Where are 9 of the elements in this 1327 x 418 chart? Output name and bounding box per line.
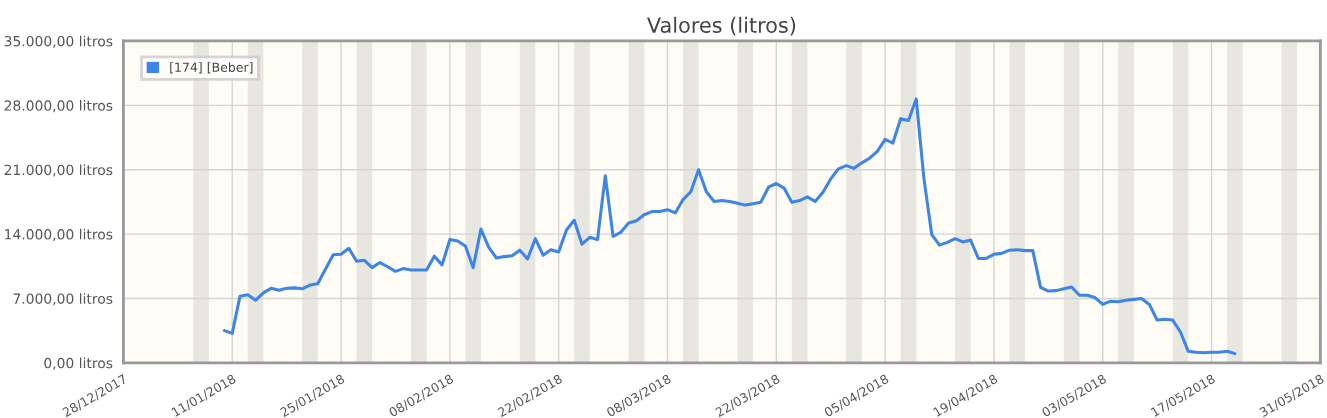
y-tick-label: 35.000,00 litros <box>4 35 113 48</box>
y-tick-label: 21.000,00 litros <box>4 164 113 177</box>
chart-title: Valores (litros) <box>647 16 796 36</box>
y-tick-label: 14.000,00 litros <box>5 228 113 241</box>
legend-label: [174] [Beber] <box>170 62 253 74</box>
y-tick-label: 0,00 litros <box>44 357 113 370</box>
y-tick-label: 28.000,00 litros <box>4 100 113 113</box>
line-series <box>222 97 1237 356</box>
y-tick-label: 7.000,00 litros <box>13 293 113 306</box>
